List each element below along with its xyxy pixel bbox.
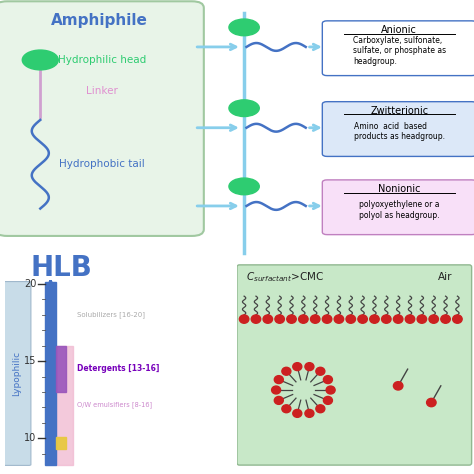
Circle shape [22,50,58,70]
Circle shape [274,396,283,404]
Circle shape [305,363,314,371]
Circle shape [393,382,403,390]
Circle shape [346,315,356,323]
Circle shape [229,178,259,195]
Circle shape [417,315,427,323]
Circle shape [326,386,335,394]
Circle shape [393,315,403,323]
Circle shape [305,410,314,417]
Text: Amphiphile: Amphiphile [51,13,148,28]
Circle shape [263,315,273,323]
Text: Hydrophobic tail: Hydrophobic tail [59,159,145,169]
Circle shape [293,363,302,371]
Circle shape [239,315,249,323]
Bar [56,346,66,392]
FancyBboxPatch shape [2,282,31,465]
Circle shape [274,375,283,383]
FancyBboxPatch shape [237,265,472,465]
Circle shape [275,315,284,323]
Text: O/W emulsifiers [8-16]: O/W emulsifiers [8-16] [77,401,152,408]
Circle shape [382,315,391,323]
Circle shape [229,19,259,36]
Text: Detergents [13-16]: Detergents [13-16] [77,365,159,374]
Text: Anionic: Anionic [382,25,417,35]
Text: $\mathit{C}_{surfactant}$>CMC: $\mathit{C}_{surfactant}$>CMC [246,271,325,284]
Circle shape [316,405,325,413]
Text: Air: Air [438,273,453,283]
Text: Zwitterionic: Zwitterionic [370,106,428,116]
Circle shape [322,315,332,323]
Text: polyoxyethylene or a
polyol as headgroup.: polyoxyethylene or a polyol as headgroup… [359,200,439,219]
Text: Solubilizers [16-20]: Solubilizers [16-20] [77,311,145,318]
Circle shape [358,315,367,323]
Circle shape [293,410,302,417]
FancyBboxPatch shape [0,1,204,236]
Bar [56,346,73,465]
FancyBboxPatch shape [322,102,474,156]
Circle shape [272,386,281,394]
Circle shape [405,315,415,323]
Circle shape [299,315,308,323]
Bar [45,283,56,465]
Text: HLB: HLB [30,255,92,283]
Circle shape [287,315,296,323]
Circle shape [370,315,379,323]
Text: 15: 15 [24,356,36,366]
Text: Lypophilic: Lypophilic [12,351,21,396]
Circle shape [323,375,332,383]
Text: 20: 20 [24,279,36,289]
Circle shape [316,367,325,375]
Circle shape [282,367,291,375]
Circle shape [453,315,462,323]
Circle shape [282,405,291,413]
Circle shape [334,315,344,323]
Circle shape [323,396,332,404]
Circle shape [251,315,261,323]
FancyBboxPatch shape [322,180,474,235]
Circle shape [441,315,450,323]
Text: Amino  acid  based
products as headgroup.: Amino acid based products as headgroup. [354,122,445,141]
Text: Linker: Linker [86,86,118,96]
Circle shape [229,100,259,117]
Bar [56,437,66,449]
FancyBboxPatch shape [322,21,474,76]
Text: Carboxylate, sulfonate,
sulfate, or phosphate as
headgroup.: Carboxylate, sulfonate, sulfate, or phos… [353,36,446,66]
Text: +/-: +/- [237,104,251,113]
Circle shape [310,315,320,323]
Text: Nonionic: Nonionic [378,184,420,194]
Circle shape [429,315,438,323]
Text: Hydrophilic head: Hydrophilic head [58,55,146,65]
Text: 10: 10 [24,433,36,443]
Text: -: - [242,23,246,32]
Circle shape [427,398,436,407]
